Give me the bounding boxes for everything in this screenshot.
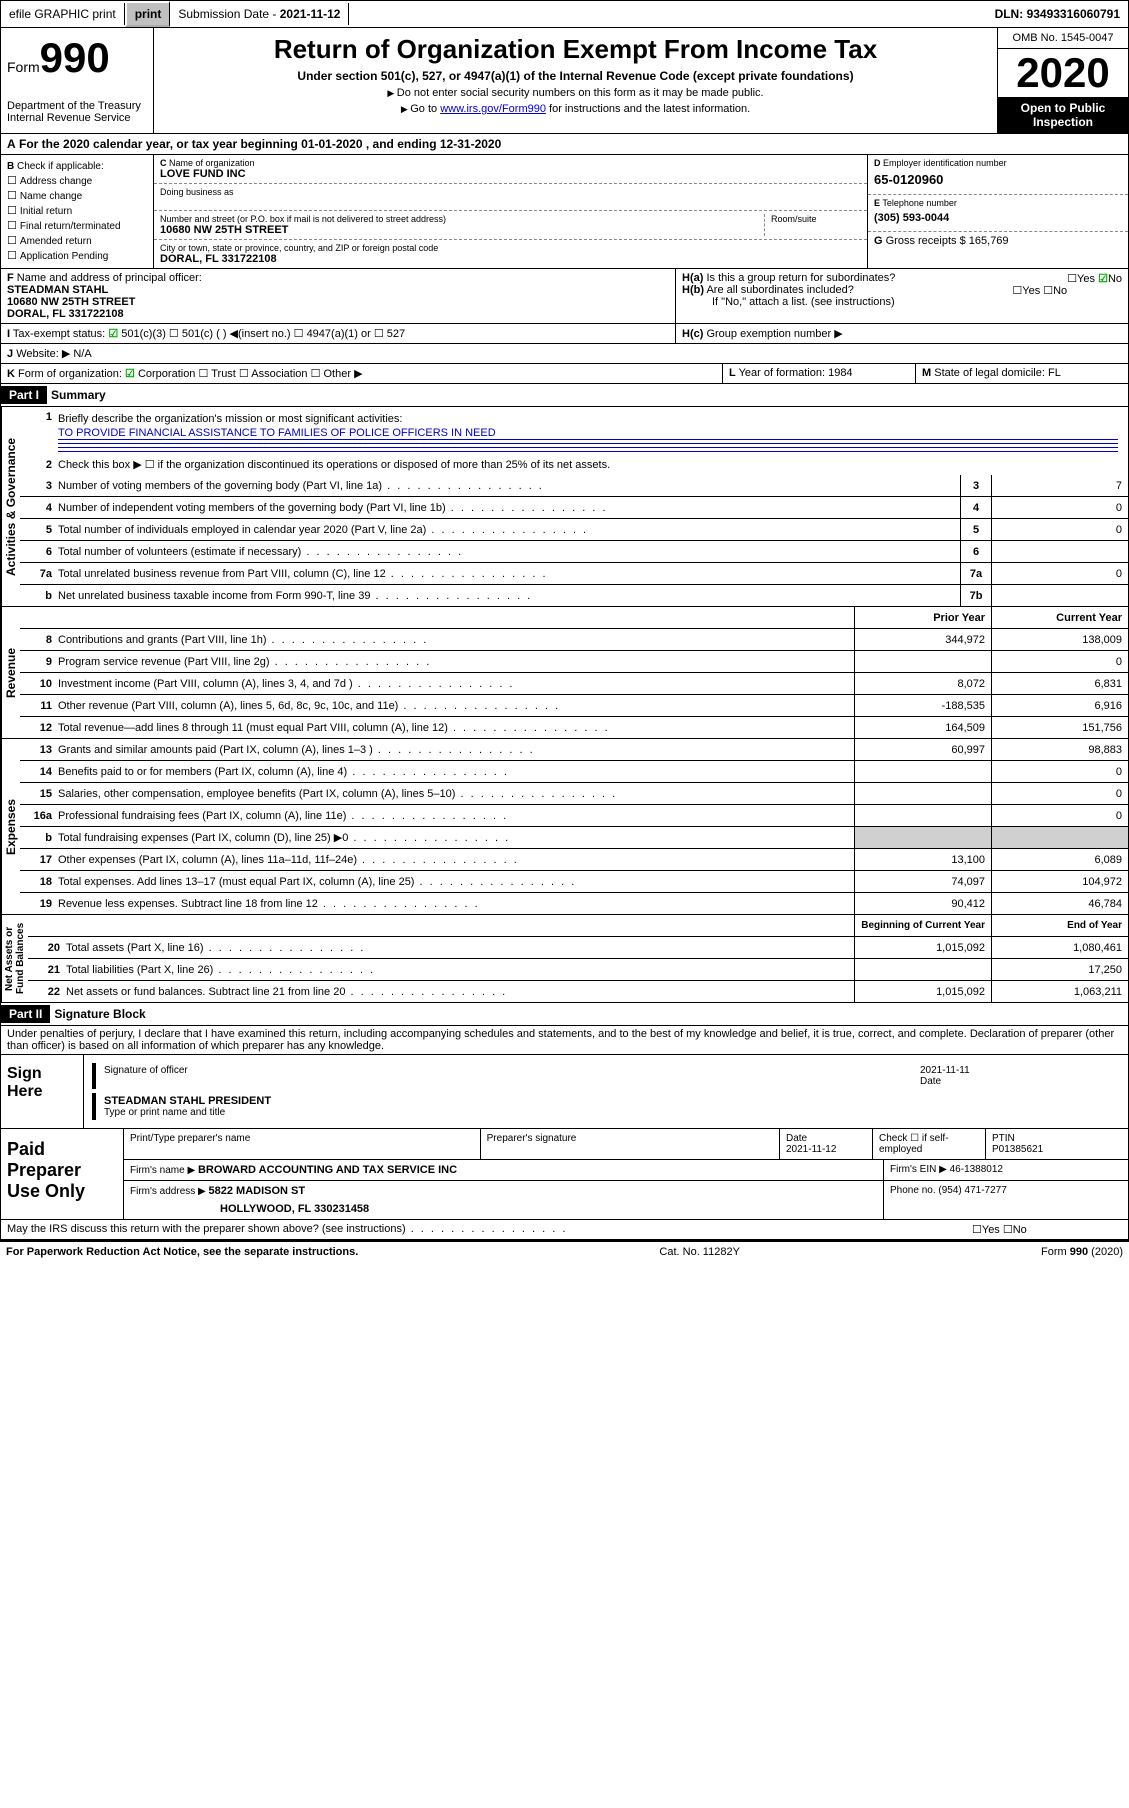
revenue-block: Revenue Prior YearCurrent Year 8Contribu…	[0, 607, 1129, 739]
period-row: A For the 2020 calendar year, or tax yea…	[0, 134, 1129, 155]
efile-label: efile GRAPHIC print	[1, 3, 125, 25]
top-bar: efile GRAPHIC print print Submission Dat…	[0, 0, 1129, 28]
phone: (305) 593-0044	[874, 208, 1122, 228]
mission-text: TO PROVIDE FINANCIAL ASSISTANCE TO FAMIL…	[58, 427, 1118, 440]
submission-date: Submission Date - 2021-11-12	[170, 3, 349, 25]
form-title: Return of Organization Exempt From Incom…	[160, 34, 991, 65]
check-pending[interactable]: Application Pending	[7, 249, 147, 262]
form-header: Form990 Department of the Treasury Inter…	[0, 28, 1129, 134]
form990-link[interactable]: www.irs.gov/Form990	[440, 103, 546, 115]
gross-receipts: 165,769	[969, 235, 1009, 247]
part2-header: Part II Signature Block	[0, 1003, 1129, 1026]
footer: For Paperwork Reduction Act Notice, see …	[0, 1240, 1129, 1262]
sign-block: Sign Here Signature of officer2021-11-11…	[0, 1055, 1129, 1129]
dept-label: Department of the Treasury Internal Reve…	[7, 100, 147, 124]
check-address[interactable]: Address change	[7, 174, 147, 187]
open-public: Open to Public Inspection	[998, 97, 1128, 133]
omb-number: OMB No. 1545-0047	[998, 28, 1128, 49]
tax-status-row: I Tax-exempt status: ☑ 501(c)(3) ☐ 501(c…	[0, 324, 1129, 344]
officer-block: F Name and address of principal officer:…	[0, 269, 1129, 324]
discuss-row: May the IRS discuss this return with the…	[0, 1220, 1129, 1240]
part1-header: Part I Summary	[0, 384, 1129, 407]
form-org-row: K Form of organization: ☑ Corporation ☐ …	[0, 364, 1129, 384]
tax-year: 2020	[998, 49, 1128, 97]
notice-ssn: Do not enter social security numbers on …	[160, 87, 991, 99]
org-city: DORAL, FL 331722108	[160, 253, 861, 265]
org-name: LOVE FUND INC	[160, 168, 861, 180]
identity-block: B Check if applicable: Address change Na…	[0, 155, 1129, 269]
ein: 65-0120960	[874, 168, 1122, 191]
dln: DLN: 93493316060791	[987, 3, 1128, 25]
governance-block: Activities & Governance 1Briefly describ…	[0, 407, 1129, 607]
check-amended[interactable]: Amended return	[7, 234, 147, 247]
preparer-block: Paid Preparer Use Only Print/Type prepar…	[0, 1129, 1129, 1220]
expenses-block: Expenses 13Grants and similar amounts pa…	[0, 739, 1129, 915]
penalty-text: Under penalties of perjury, I declare th…	[0, 1026, 1129, 1055]
form-subtitle: Under section 501(c), 527, or 4947(a)(1)…	[160, 69, 991, 83]
org-street: 10680 NW 25TH STREET	[160, 224, 764, 236]
print-button[interactable]: print	[125, 1, 171, 27]
officer-name: STEADMAN STAHL	[7, 284, 669, 296]
netassets-block: Net Assets orFund Balances Beginning of …	[0, 915, 1129, 1003]
check-name[interactable]: Name change	[7, 189, 147, 202]
form-number: Form990	[7, 34, 147, 82]
check-final[interactable]: Final return/terminated	[7, 219, 147, 232]
check-initial[interactable]: Initial return	[7, 204, 147, 217]
website-row: J Website: ▶ N/A	[0, 344, 1129, 364]
notice-link: Go to www.irs.gov/Form990 for instructio…	[160, 103, 991, 115]
